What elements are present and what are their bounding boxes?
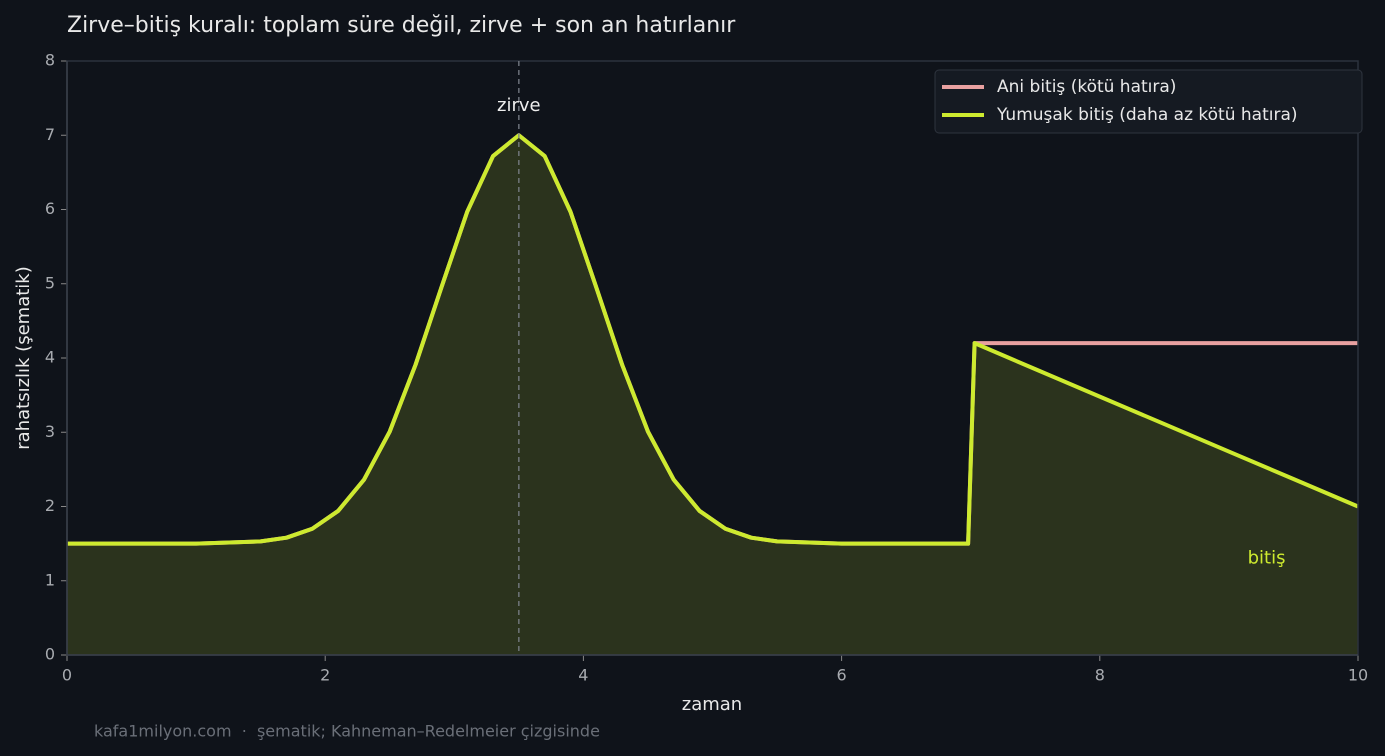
x-tick-label: 6 <box>837 666 847 685</box>
x-tick-label: 8 <box>1095 666 1105 685</box>
y-axis-label: rahatsızlık (şematik) <box>13 266 34 449</box>
x-tick-label: 2 <box>320 666 330 685</box>
legend: Ani bitiş (kötü hatıra) Yumuşak bitiş (da… <box>934 69 1363 134</box>
y-tick-label: 7 <box>45 125 55 144</box>
x-tick-label: 4 <box>578 666 588 685</box>
legend-box <box>934 69 1363 134</box>
footer: kafa1milyon.com · şematik; Kahneman–Rede… <box>94 722 600 741</box>
y-tick-label: 8 <box>45 51 55 70</box>
x-tick-label: 10 <box>1348 666 1368 685</box>
chart-title: Zirve–bitiş kuralı: toplam süre değil, z… <box>67 13 736 38</box>
y-tick-label: 6 <box>45 199 55 218</box>
y-tick-label: 5 <box>45 273 55 292</box>
y-tick-label: 4 <box>45 348 55 367</box>
annotation: bitiş <box>1248 547 1286 568</box>
reference-label: zirve <box>497 95 541 116</box>
y-tick-label: 1 <box>45 570 55 589</box>
y-tick-label: 3 <box>45 422 55 441</box>
x-tick-label: 0 <box>62 666 72 685</box>
line <box>67 133 1359 546</box>
area <box>67 135 1358 655</box>
y-tick-label: 2 <box>45 496 55 515</box>
y-tick-label: 0 <box>45 645 55 664</box>
x-axis-label: zaman <box>682 694 742 715</box>
legend-label: Yumuşak bitiş (daha az kötü hatıra) <box>996 105 1298 125</box>
legend-label: Ani bitiş (kötü hatıra) <box>997 77 1176 97</box>
